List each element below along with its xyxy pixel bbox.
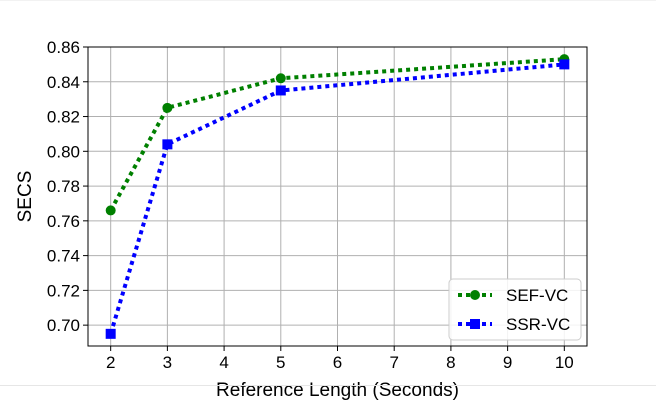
data-point-ssr-vc	[105, 328, 116, 339]
legend-marker-sef-vc	[470, 290, 480, 300]
y-tick-label: 0.84	[47, 73, 80, 92]
x-tick-label: 8	[446, 353, 455, 372]
legend-label-sef-vc: SEF-VC	[506, 286, 568, 305]
data-point-ssr-vc	[559, 59, 570, 70]
y-tick-label: 0.78	[47, 177, 80, 196]
y-tick-label: 0.74	[47, 247, 80, 266]
y-axis-label: SECS	[15, 171, 36, 223]
y-tick-label: 0.82	[47, 108, 80, 127]
data-point-ssr-vc	[275, 85, 286, 96]
series-line-sef-vc	[108, 57, 565, 212]
bottom-divider	[0, 385, 656, 386]
data-point-sef-vc	[162, 102, 173, 113]
series-layer	[105, 54, 570, 339]
x-tick-label: 6	[333, 353, 342, 372]
x-axis-label: Reference Length (Seconds)	[216, 380, 459, 401]
y-tick-label: 0.70	[47, 316, 80, 335]
x-axis-ticks: 2 3 4 5 6 7 8 9 10	[106, 346, 574, 372]
legend: SEF-VC SSR-VC	[448, 278, 582, 341]
x-tick-label: 9	[503, 353, 512, 372]
data-point-ssr-vc	[162, 139, 173, 150]
top-divider	[0, 0, 656, 1]
x-tick-label: 3	[163, 353, 172, 372]
y-tick-label: 0.86	[47, 38, 80, 57]
y-axis-ticks: 0.70 0.72 0.74 0.76 0.78 0.80 0.82 0.84 0.86	[47, 38, 88, 335]
data-point-sef-vc	[275, 73, 286, 84]
series-line-ssr-vc	[108, 62, 565, 335]
legend-label-ssr-vc: SSR-VC	[506, 315, 570, 334]
y-tick-label: 0.72	[47, 281, 80, 300]
x-tick-label: 5	[276, 353, 285, 372]
x-tick-label: 10	[555, 353, 574, 372]
data-point-sef-vc	[105, 205, 116, 216]
y-tick-label: 0.80	[47, 142, 80, 161]
x-tick-label: 2	[106, 353, 115, 372]
x-tick-label: 7	[389, 353, 398, 372]
legend-marker-ssr-vc	[470, 319, 480, 329]
x-tick-label: 4	[219, 353, 228, 372]
y-tick-label: 0.76	[47, 212, 80, 231]
